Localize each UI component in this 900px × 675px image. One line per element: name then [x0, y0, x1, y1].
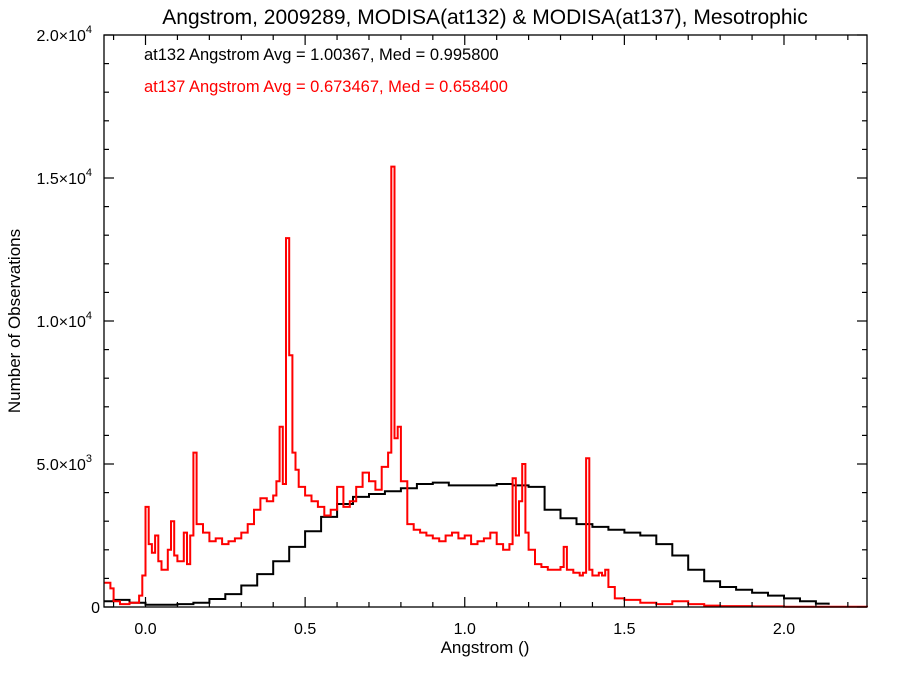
y-tick-exponent: 3 — [86, 453, 92, 465]
y-tick-label: 5.0×103 — [36, 453, 92, 474]
annotation-at132: at132 Angstrom Avg = 1.00367, Med = 0.99… — [144, 46, 499, 64]
y-tick-label: 2.0×104 — [36, 24, 92, 45]
x-tick-label: 1.0 — [454, 621, 476, 638]
series-layer — [104, 165, 868, 608]
series-line-1 — [104, 165, 868, 608]
y-tick-exponent: 4 — [86, 167, 92, 179]
tick-layer: 0.0 0.5 1.0 1.5 2.0 0 5.0×103 1.0×104 1.5×104 2.0… — [36, 24, 867, 638]
y-axis-label: Number of Observations — [5, 229, 24, 413]
series-line-0 — [104, 481, 830, 606]
y-tick-exponent: 4 — [86, 24, 92, 36]
x-axis-label: Angstrom () — [441, 638, 530, 657]
annotation-at137: at137 Angstrom Avg = 0.673467, Med = 0.6… — [144, 78, 508, 96]
y-tick-label: 1.5×104 — [36, 167, 92, 188]
y-tick-label: 1.0×104 — [36, 310, 92, 331]
x-tick-label: 1.5 — [613, 621, 635, 638]
chart-title: Angstrom, 2009289, MODISA(at132) & MODIS… — [162, 6, 807, 29]
y-tick-exponent: 4 — [86, 310, 92, 322]
x-tick-label: 0.5 — [294, 621, 316, 638]
y-tick-label: 0 — [91, 600, 100, 617]
x-tick-label: 0.0 — [134, 621, 156, 638]
x-tick-label: 2.0 — [773, 621, 795, 638]
